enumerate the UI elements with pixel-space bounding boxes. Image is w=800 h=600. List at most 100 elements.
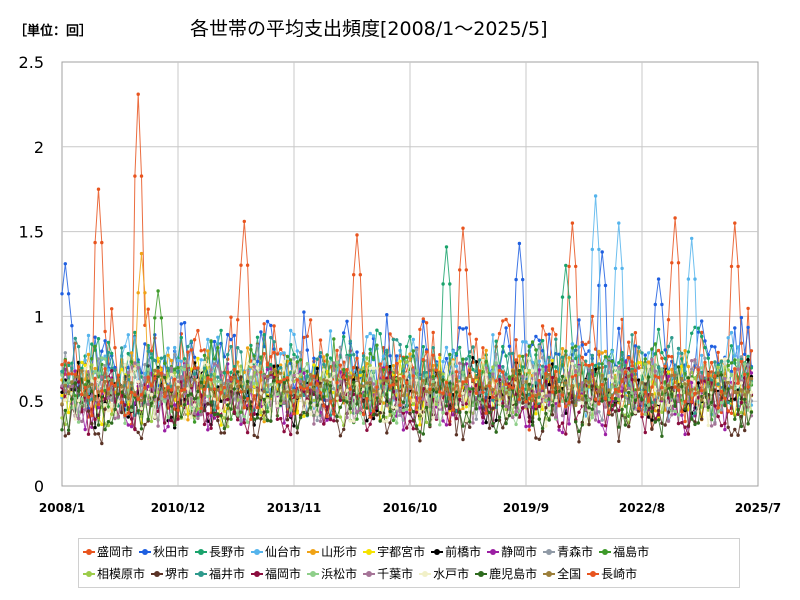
data-point: [156, 424, 160, 428]
data-point: [600, 250, 604, 254]
data-point: [371, 409, 376, 413]
data-point: [653, 342, 657, 346]
data-point: [537, 399, 541, 403]
data-point: [265, 418, 270, 423]
data-point: [96, 357, 101, 361]
data-point: [282, 351, 286, 355]
data-point: [719, 373, 724, 377]
data-point: [292, 360, 296, 365]
data-point: [202, 360, 207, 365]
data-point: [497, 401, 502, 405]
data-point: [524, 405, 528, 409]
data-point: [206, 363, 210, 367]
data-point: [733, 417, 737, 421]
data-point: [733, 390, 737, 394]
data-point: [441, 375, 445, 379]
data-point: [537, 378, 541, 383]
data-point: [292, 356, 296, 360]
legend-item: 水戸市: [419, 565, 469, 582]
data-point: [471, 367, 475, 372]
data-point: [265, 398, 270, 402]
data-point: [408, 411, 412, 416]
data-point: [544, 372, 548, 376]
data-point: [414, 405, 419, 410]
data-point: [368, 366, 372, 371]
data-point: [630, 333, 634, 337]
data-point: [308, 412, 313, 417]
data-point: [149, 356, 154, 360]
data-point: [680, 351, 684, 356]
data-point: [736, 433, 740, 437]
data-point: [468, 354, 472, 358]
data-point: [176, 385, 180, 389]
data-point: [365, 335, 369, 339]
data-point: [438, 390, 442, 394]
data-point: [239, 410, 243, 414]
data-point: [76, 420, 81, 424]
data-point: [690, 377, 694, 381]
data-point: [653, 420, 657, 424]
data-point: [623, 378, 628, 382]
data-point: [640, 412, 644, 416]
data-point: [613, 375, 618, 379]
data-point: [401, 393, 406, 398]
data-point: [656, 401, 661, 405]
data-point: [646, 351, 651, 355]
data-point: [405, 410, 409, 414]
data-point: [305, 374, 309, 378]
legend-marker: [195, 548, 208, 555]
data-point: [385, 393, 389, 397]
data-point: [252, 394, 256, 398]
data-point: [567, 400, 571, 405]
data-point: [143, 376, 147, 380]
data-point: [637, 366, 641, 370]
data-point: [173, 352, 177, 357]
data-point: [86, 352, 91, 357]
data-point: [242, 219, 246, 224]
data-point: [454, 416, 459, 421]
data-point: [421, 357, 425, 362]
data-point: [471, 387, 475, 391]
data-point: [620, 407, 624, 412]
data-point: [103, 367, 107, 371]
data-point: [338, 345, 343, 349]
data-point: [660, 350, 664, 355]
data-point: [355, 374, 359, 378]
data-point: [239, 263, 243, 267]
data-point: [149, 419, 154, 424]
data-point: [70, 372, 74, 376]
data-point: [746, 354, 750, 359]
data-point: [90, 363, 94, 367]
data-point: [322, 362, 326, 367]
data-point: [593, 397, 598, 401]
data-point: [554, 337, 558, 341]
data-point: [352, 273, 356, 277]
data-point: [222, 385, 227, 390]
data-point: [189, 415, 193, 420]
data-point: [368, 363, 372, 368]
data-point: [173, 423, 177, 427]
data-point: [700, 374, 704, 378]
data-point: [146, 384, 150, 389]
data-point: [617, 425, 621, 429]
data-point: [431, 416, 435, 420]
data-point: [139, 436, 144, 441]
data-point: [103, 339, 107, 343]
data-point: [560, 399, 565, 403]
legend-item: 福井市: [195, 565, 245, 582]
data-point: [471, 421, 475, 425]
data-point: [342, 367, 346, 372]
legend-item: 秋田市: [139, 543, 189, 560]
data-point: [395, 421, 399, 425]
data-point: [332, 337, 336, 341]
data-point: [76, 417, 81, 421]
data-point: [683, 382, 687, 386]
data-point: [63, 408, 67, 413]
data-point: [733, 367, 737, 371]
data-point: [189, 348, 193, 352]
data-point: [656, 418, 661, 422]
legend-label: 仙台市: [265, 545, 302, 559]
data-point: [381, 414, 386, 418]
data-point: [537, 368, 541, 372]
data-point: [90, 394, 94, 398]
